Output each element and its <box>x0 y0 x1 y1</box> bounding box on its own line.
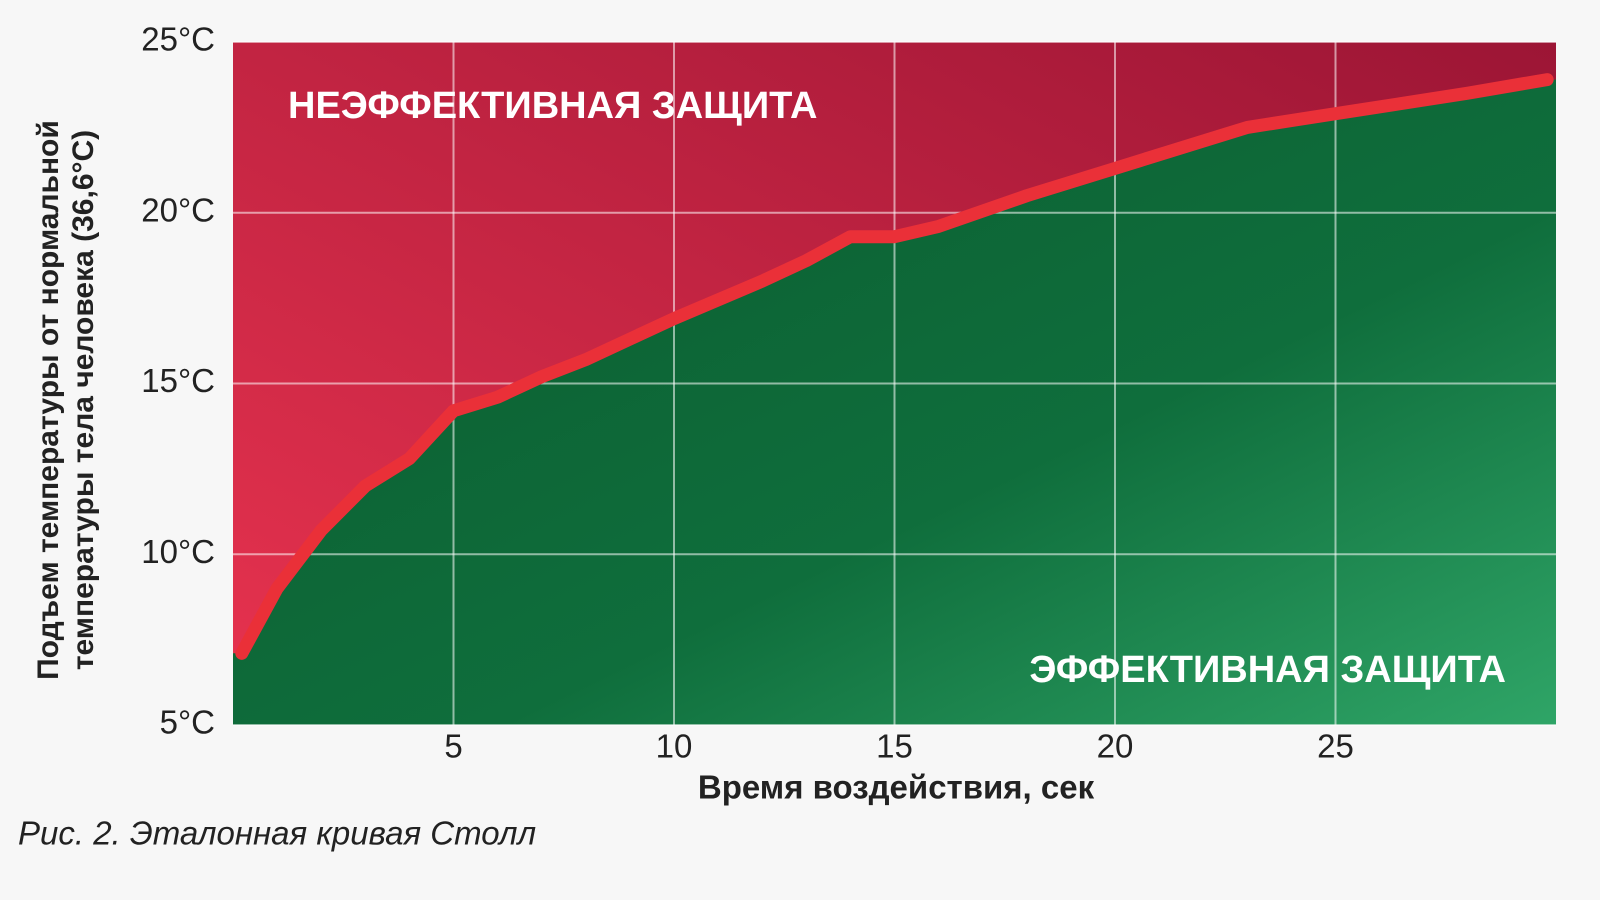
x-tick-label: 20 <box>1097 728 1134 765</box>
y-axis-label: Подъем температуры от нормальной темпера… <box>32 120 100 680</box>
annotation: ЭФФЕКТИВНАЯ ЗАЩИТА <box>1029 649 1506 691</box>
x-axis-label: Время воздействия, сек <box>698 769 1095 806</box>
y-tick-label: 5°C <box>160 704 215 741</box>
plot-area: НЕЭФФЕКТИВНАЯ ЗАЩИТА ЭФФЕКТИВНАЯ ЗАЩИТА <box>233 41 1556 726</box>
y-axis-label-line: температуры тела человека (36,6°С) <box>67 130 100 670</box>
y-tick-label: 15°C <box>141 362 215 399</box>
caption: Рис. 2. Эталонная кривая Столл <box>18 815 536 852</box>
x-tick-label: 15 <box>876 728 913 765</box>
y-tick-label: 25°C <box>141 21 215 58</box>
annotation: НЕЭФФЕКТИВНАЯ ЗАЩИТА <box>288 85 817 127</box>
x-tick-label: 10 <box>656 728 693 765</box>
x-tick-label: 25 <box>1317 728 1354 765</box>
curve <box>235 73 1554 660</box>
y-tick-label: 10°C <box>141 533 215 570</box>
x-tick-label: 5 <box>444 728 462 765</box>
y-tick-label: 20°C <box>141 191 215 228</box>
y-axis-label-line: Подъем температуры от нормальной <box>32 120 65 680</box>
